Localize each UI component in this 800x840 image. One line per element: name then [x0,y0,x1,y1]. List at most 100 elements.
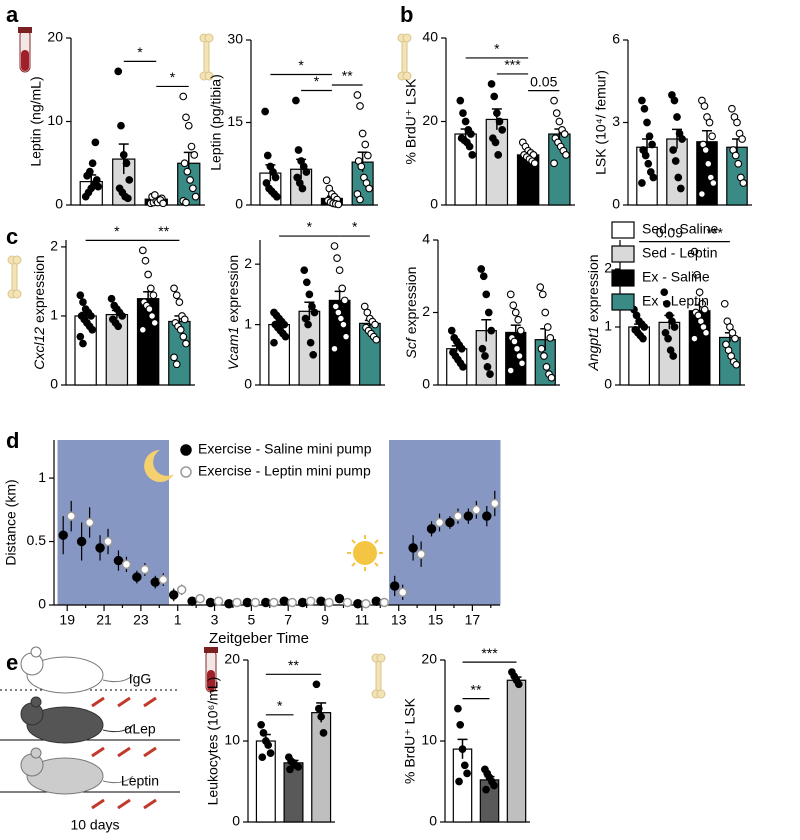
data-point [479,272,488,281]
legend-label: Sed - Saline [642,221,718,237]
data-point [334,200,343,209]
data-point [514,680,523,689]
data-point [257,720,265,729]
sun-icon [347,535,383,571]
data-point [190,151,199,159]
diagram-duration: 10 days [70,817,119,833]
bone-icon [7,255,22,299]
y-axis-title-text: expression [585,254,601,322]
data-point [460,761,469,770]
syringes [91,696,157,810]
y-tick-label: 2 [604,260,612,276]
data-point [463,769,471,778]
data-point [552,109,561,117]
data-point [279,596,289,606]
x-tick-label: 9 [321,612,329,628]
data-point [271,173,280,182]
data-point [537,344,546,353]
data-point [482,511,492,521]
data-point [649,173,658,182]
y-tick-label: 1 [244,315,252,331]
data-point [76,536,87,547]
data-point [478,344,487,353]
y-tick-label: 20 [422,112,438,128]
data-point [361,140,370,149]
data-point [258,753,267,762]
data-point [487,80,496,88]
y-tick-label: 1 [50,307,58,323]
data-point [146,284,155,293]
y-tick-label: 0 [38,596,46,612]
data-point [287,597,297,608]
bar [506,679,527,823]
y-tick-label: 0 [235,196,243,212]
data-point [702,328,710,337]
data-point [114,67,123,76]
data-point [95,543,105,553]
data-point [518,359,526,368]
blood-tube-icon [18,27,32,73]
data-point [510,337,519,346]
y-tick-label: 10 [224,732,240,748]
y-tick-label: 0 [422,376,430,392]
data-point [286,765,294,774]
data-point [542,363,551,371]
data-point [467,130,475,138]
data-point [242,597,253,608]
data-point [356,102,364,110]
data-point [334,593,345,604]
data-point [342,597,353,608]
significance-label: *** [504,57,521,73]
data-point [731,334,739,343]
data-point [339,320,348,329]
significance-label: * [170,69,176,85]
data-point [103,536,113,547]
data-point [732,360,741,369]
y-tick-label: 0 [244,376,252,392]
data-point [300,266,309,275]
significance-label: ** [288,657,299,673]
data-point [319,729,328,737]
mouse-icon [20,747,134,795]
significance-label: * [314,73,320,89]
data-point [205,597,216,608]
data-point [340,296,349,305]
data-point [159,199,167,208]
data-point [640,323,649,331]
data-point [709,179,718,187]
legend-label: Exercise - Leptin mini pump [198,463,371,479]
legend-swatch [611,269,635,287]
data-point [372,335,381,344]
diagram-label: Leptin [121,773,159,789]
data-point [189,184,197,193]
data-point [482,290,491,299]
data-point [490,92,499,101]
data-point [426,524,437,534]
data-point [560,130,569,138]
data-point [640,104,649,113]
data-point [669,146,678,154]
significance-label: * [277,698,283,714]
data-point [690,334,699,343]
data-point [397,587,408,598]
data-point [673,113,681,121]
legend-swatch [611,245,635,263]
data-point [261,597,271,608]
legend-label: Sed - Leptin [642,245,718,261]
data-point [550,96,558,105]
data-point [151,191,159,199]
gene-name: Scf [403,336,419,358]
data-point [670,96,679,105]
data-point [662,299,671,308]
data-point [484,308,493,317]
data-point [170,353,178,362]
data-point [261,107,269,116]
data-point [342,332,350,341]
panel-letter: d [6,428,19,453]
data-point [371,320,379,329]
data-point [365,184,373,193]
data-point [122,159,131,168]
data-point [138,325,147,334]
data-point [670,323,679,331]
